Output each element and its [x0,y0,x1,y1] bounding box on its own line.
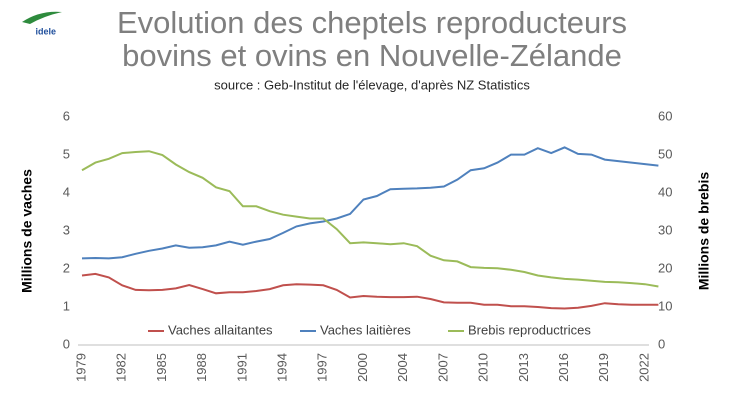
y-tick-label: 4 [63,184,70,199]
x-tick-label: 1997 [315,353,330,382]
y-tick-label: 5 [63,146,70,161]
x-tick-label: 1982 [114,353,129,382]
x-tick-label: 1994 [275,353,290,382]
y-tick-label: 2 [63,260,70,275]
x-tick-label: 2019 [596,353,611,382]
y-tick-label: 1 [63,298,70,313]
y-tick-label: 3 [63,222,70,237]
series-line [81,146,659,260]
y2-tick-label: 60 [658,108,672,123]
x-tick-label: 2013 [516,353,531,382]
x-tick-label: 1991 [234,353,249,382]
legend-label: Brebis reproductrices [468,322,591,337]
series-line [81,150,659,288]
x-tick-label: 2010 [476,353,491,382]
y2-tick-label: 50 [658,146,672,161]
x-tick-label: 2007 [435,353,450,382]
y-axis-title: Millions de vaches [19,169,35,293]
series-line [81,272,659,310]
chart-title: Evolution des cheptels reproducteurs [117,5,627,40]
x-tick-label: 2016 [556,353,571,382]
logo-text: idele [35,26,56,36]
x-tick-label: 2004 [395,353,410,382]
chart-subtitle: source : Geb-Institut de l'élevage, d'ap… [214,77,530,92]
y2-tick-label: 40 [658,184,672,199]
y2-axis-title: Millions de brebis [696,172,712,290]
y2-tick-label: 20 [658,260,672,275]
x-tick-label: 1988 [194,353,209,382]
y2-tick-label: 10 [658,298,672,313]
x-tick-label: 1979 [73,353,88,382]
y2-tick-label: 30 [658,222,672,237]
legend-label: Vaches laitières [320,322,411,337]
legend-label: Vaches allaitantes [168,322,273,337]
logo-swoosh [22,11,62,24]
y2-tick-label: 0 [658,336,665,351]
x-tick-label: 2022 [636,353,651,382]
y-tick-label: 6 [63,108,70,123]
chart-title: bovins et ovins en Nouvelle-Zélande [122,38,622,73]
y-tick-label: 0 [63,336,70,351]
x-tick-label: 2000 [355,353,370,382]
x-tick-label: 1985 [154,353,169,382]
